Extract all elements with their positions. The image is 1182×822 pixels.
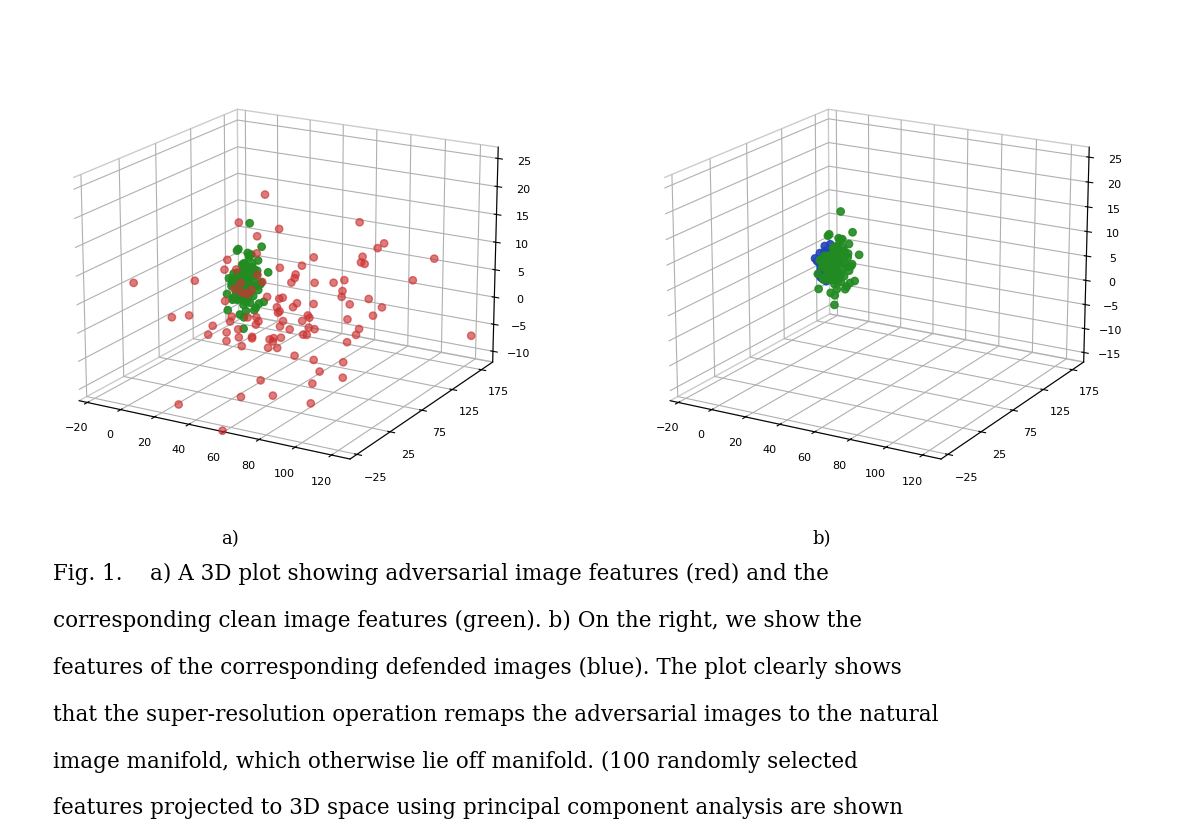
Text: Fig. 1.    a) A 3D plot showing adversarial image features (red) and the: Fig. 1. a) A 3D plot showing adversarial…	[53, 563, 829, 585]
Text: b): b)	[812, 530, 831, 548]
Text: features projected to 3D space using principal component analysis are shown: features projected to 3D space using pri…	[53, 797, 903, 820]
Text: a): a)	[221, 530, 240, 548]
Text: features of the corresponding defended images (blue). The plot clearly shows: features of the corresponding defended i…	[53, 657, 902, 679]
Text: that the super-resolution operation remaps the adversarial images to the natural: that the super-resolution operation rema…	[53, 704, 939, 726]
Text: image manifold, which otherwise lie off manifold. (100 randomly selected: image manifold, which otherwise lie off …	[53, 750, 858, 773]
Text: corresponding clean image features (green). b) On the right, we show the: corresponding clean image features (gree…	[53, 610, 862, 632]
